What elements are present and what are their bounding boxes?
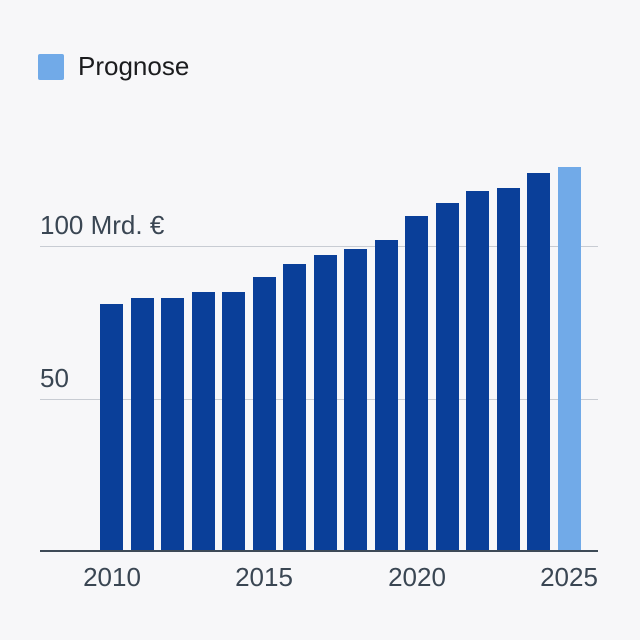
legend-swatch-prognose	[38, 53, 64, 80]
bar-2019	[375, 240, 398, 551]
bar-2012	[161, 298, 184, 551]
bar-2024	[527, 173, 550, 551]
bar-2020	[405, 216, 428, 552]
bar-2013	[192, 292, 215, 551]
y-axis-label-100: 100 Mrd. €	[40, 210, 165, 240]
x-axis-line	[40, 550, 598, 552]
gridline-100	[40, 246, 598, 247]
bar-2014	[222, 292, 245, 551]
x-axis-label-2025: 2025	[540, 562, 598, 592]
x-axis-label-2020: 2020	[388, 562, 446, 592]
bar-2017	[314, 255, 337, 551]
bar-2016	[283, 264, 306, 551]
y-axis-label-50: 50	[40, 363, 69, 393]
bar-2011	[131, 298, 154, 551]
bar-2010	[100, 304, 123, 551]
bar-2015	[253, 277, 276, 552]
bar-2021	[436, 203, 459, 551]
legend-label-prognose: Prognose	[78, 51, 190, 81]
bar-2025	[558, 167, 581, 551]
bar-2023	[497, 188, 520, 551]
bar-2022	[466, 191, 489, 551]
x-axis-label-2010: 2010	[83, 562, 141, 592]
legend: Prognose	[38, 51, 189, 82]
x-axis-label-2015: 2015	[235, 562, 293, 592]
bar-2018	[344, 249, 367, 551]
